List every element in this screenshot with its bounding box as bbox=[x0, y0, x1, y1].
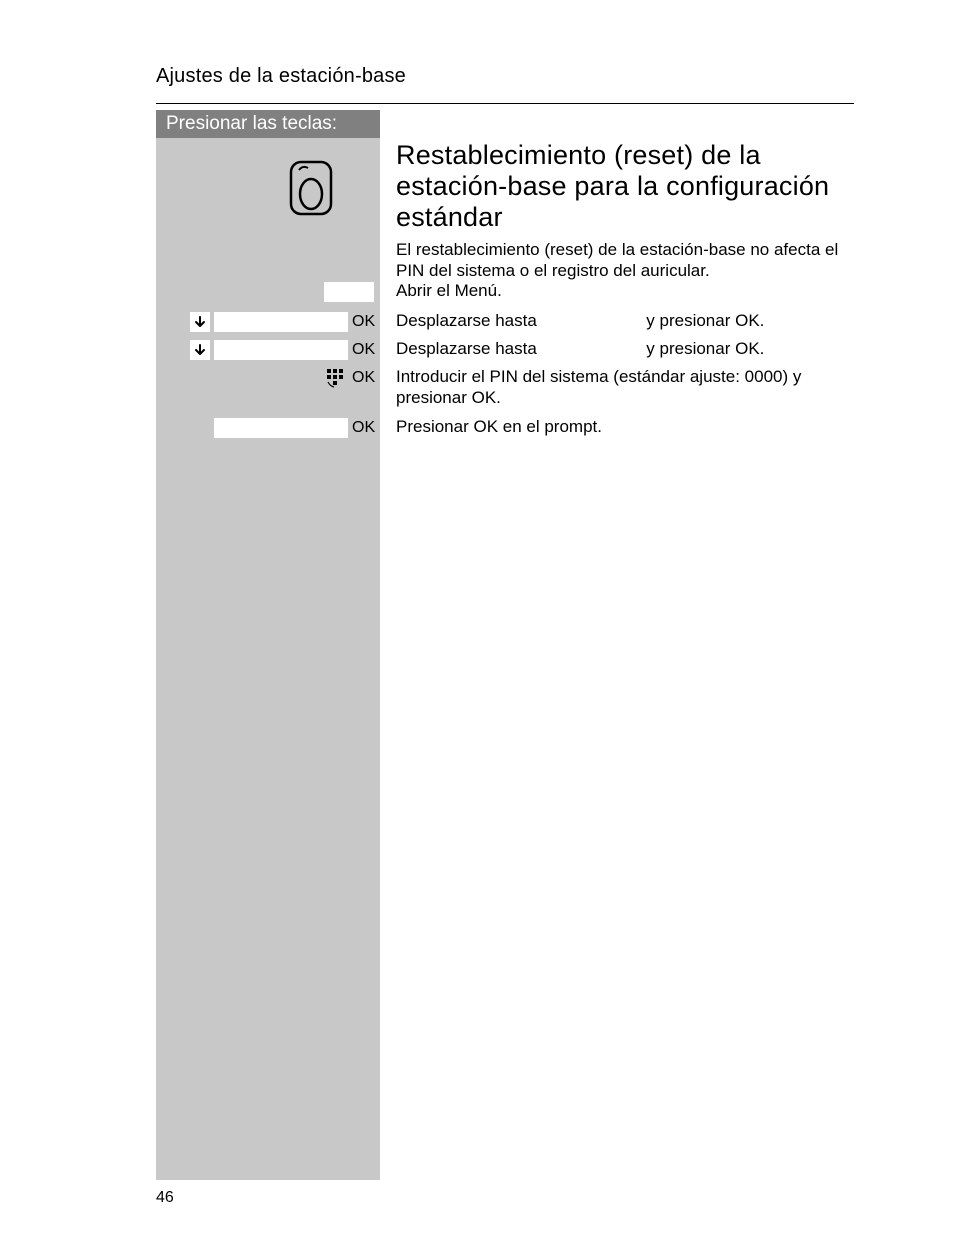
page-header-title: Ajustes de la estación-base bbox=[156, 65, 406, 87]
section-intro: El restablecimiento (reset) de la estaci… bbox=[396, 239, 854, 282]
step-desc-5-text: Presionar OK en el prompt. bbox=[396, 417, 602, 436]
step-desc-2: Desplazarse hasta y presionar OK. bbox=[396, 310, 854, 331]
sidebar-title-text: Presionar las teclas: bbox=[166, 113, 337, 134]
sidebar-gray-panel bbox=[156, 110, 380, 1180]
menu-item-box bbox=[214, 312, 348, 332]
step-desc-4-text: Introducir el PIN del sistema (estándar … bbox=[396, 367, 801, 407]
down-arrow-icon bbox=[190, 340, 210, 360]
step-desc-1: Abrir el Menú. bbox=[396, 280, 854, 301]
down-arrow-icon bbox=[190, 312, 210, 332]
prompt-box bbox=[214, 418, 348, 438]
page-number: 46 bbox=[156, 1189, 174, 1207]
handset-icon bbox=[285, 160, 337, 216]
step-desc-5: Presionar OK en el prompt. bbox=[396, 416, 854, 437]
step-desc-3-prefix: Desplazarse hasta bbox=[396, 339, 537, 358]
page: Ajustes de la estación-base Presionar la… bbox=[0, 0, 954, 1235]
ok-label: OK bbox=[352, 313, 374, 331]
keypad-icon bbox=[326, 368, 348, 388]
keys-row-1 bbox=[156, 280, 380, 304]
step-desc-3: Desplazarse hasta y presionar OK. bbox=[396, 338, 854, 359]
section-title: Restablecimiento (reset) de la estación-… bbox=[396, 140, 854, 233]
keys-row-2: OK bbox=[156, 310, 380, 334]
ok-label: OK bbox=[352, 369, 374, 387]
step-desc-2-prefix: Desplazarse hasta bbox=[396, 311, 537, 330]
step-desc-4: Introducir el PIN del sistema (estándar … bbox=[396, 366, 854, 409]
sidebar-title: Presionar las teclas: bbox=[156, 110, 380, 138]
menu-key-box bbox=[324, 282, 374, 302]
keys-row-4: OK bbox=[156, 366, 380, 390]
ok-label: OK bbox=[352, 419, 374, 437]
ok-label: OK bbox=[352, 341, 374, 359]
keys-row-5: OK bbox=[156, 416, 380, 440]
step-desc-2-suffix: y presionar OK. bbox=[646, 311, 764, 330]
step-desc-3-suffix: y presionar OK. bbox=[646, 339, 764, 358]
main-content: Restablecimiento (reset) de la estación-… bbox=[396, 140, 854, 292]
step-desc-1-text: Abrir el Menú. bbox=[396, 281, 502, 300]
menu-item-box bbox=[214, 340, 348, 360]
keys-row-3: OK bbox=[156, 338, 380, 362]
page-header: Ajustes de la estación-base bbox=[156, 65, 854, 104]
